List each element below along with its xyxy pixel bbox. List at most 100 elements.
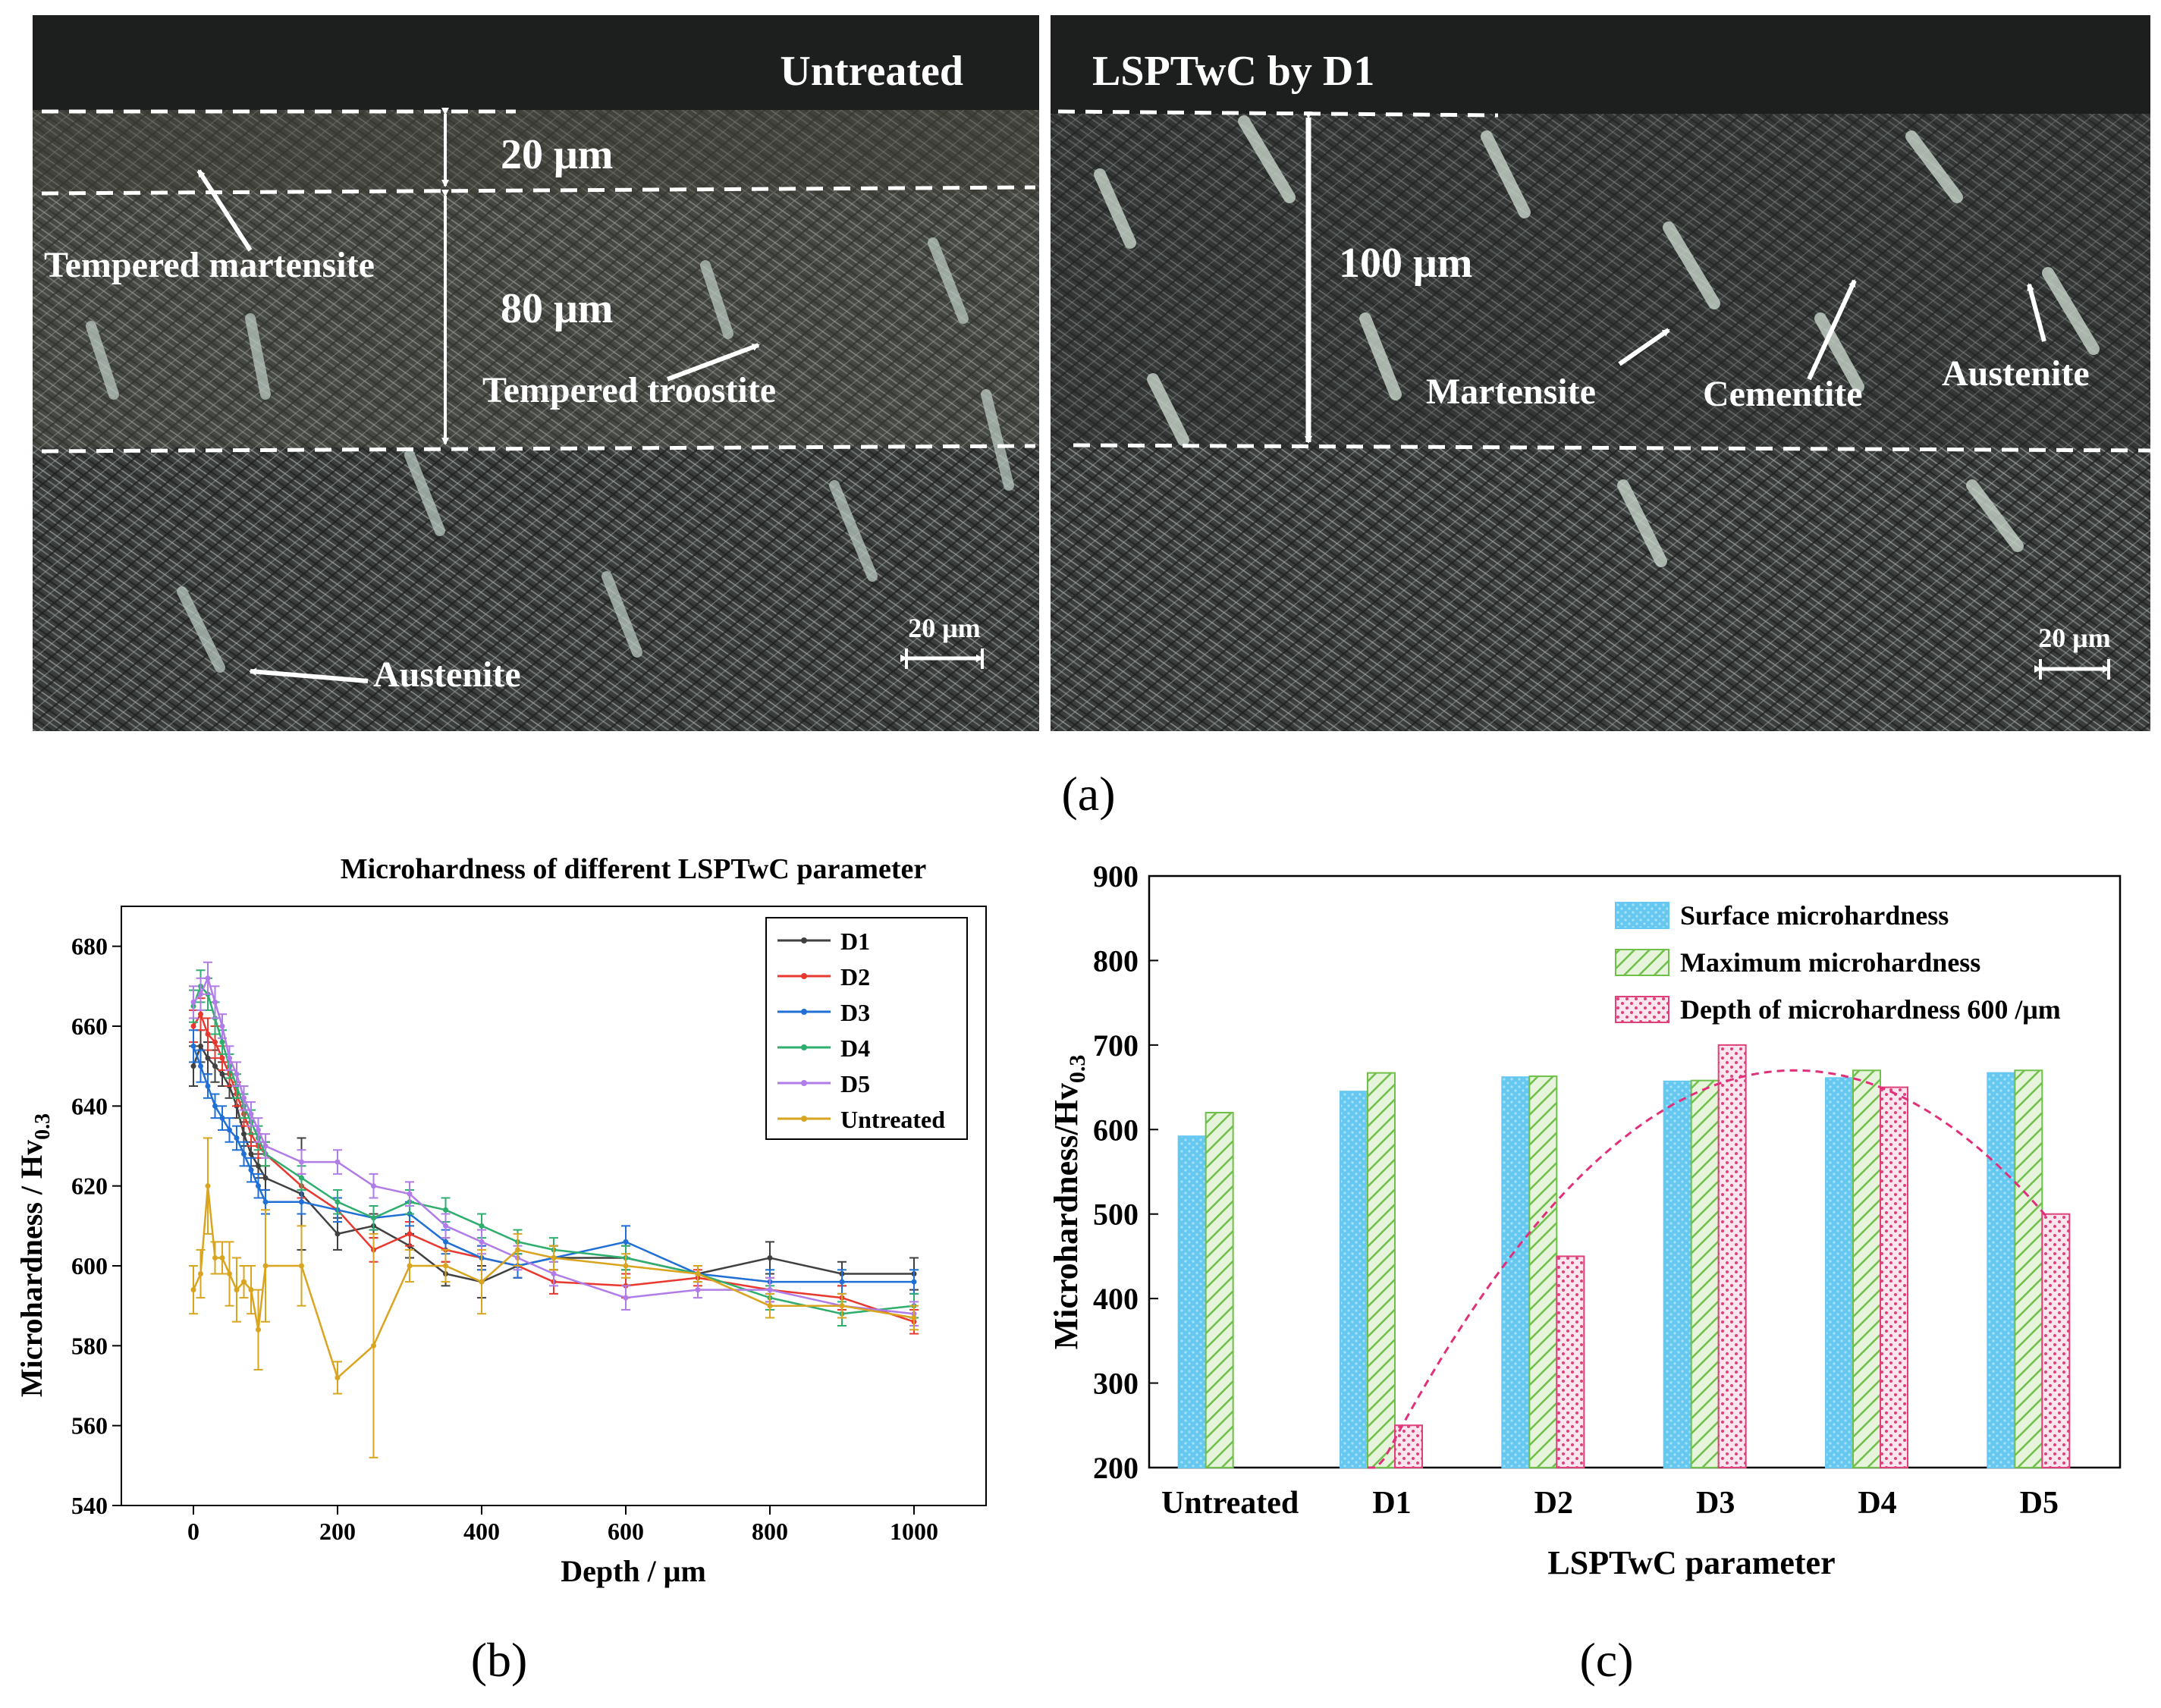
data-point	[219, 1071, 225, 1077]
data-point	[205, 975, 211, 981]
x-tick-label: D1	[1372, 1486, 1411, 1521]
y-tick-label: 200	[1093, 1451, 1139, 1485]
data-point	[839, 1303, 845, 1309]
data-point	[551, 1254, 557, 1261]
data-point	[219, 1023, 225, 1029]
bar-d2-surface	[1501, 1076, 1531, 1468]
panel-b-label: (b)	[471, 1633, 528, 1687]
x-tick-label: D5	[2020, 1486, 2059, 1521]
label-tempered-troostite: Tempered troostite	[482, 370, 776, 410]
y-tick-label: 540	[71, 1492, 108, 1519]
bar-d5-maximum	[2014, 1069, 2043, 1469]
data-point	[695, 1271, 701, 1277]
scale-bar-left: 20 μm	[908, 613, 980, 643]
data-point	[205, 1031, 211, 1038]
data-point	[262, 1199, 269, 1205]
data-point	[227, 1055, 232, 1061]
data-point	[443, 1239, 448, 1245]
data-point	[241, 1151, 247, 1157]
data-point	[335, 1231, 341, 1237]
chart-b-ylabel-main: Microhardness / Hv	[14, 1140, 49, 1397]
data-point	[205, 1055, 211, 1061]
data-point	[227, 1127, 232, 1133]
bar-d1-maximum	[1367, 1072, 1396, 1468]
data-point	[205, 1183, 211, 1189]
data-point	[299, 1175, 304, 1181]
bar-d4-maximum	[1852, 1069, 1881, 1469]
legend-swatch	[1615, 996, 1669, 1023]
data-point	[241, 1279, 247, 1285]
legend-marker	[801, 973, 807, 979]
data-point	[335, 1159, 341, 1165]
chart-b-frame	[121, 906, 987, 1506]
chart-b-ylabel-sub: 0.3	[31, 1113, 55, 1140]
data-point	[190, 1023, 196, 1029]
data-point	[479, 1279, 485, 1285]
data-point	[212, 999, 218, 1005]
data-point	[241, 1095, 247, 1101]
data-point	[299, 1159, 304, 1165]
y-tick-label: 640	[71, 1092, 108, 1119]
data-point	[911, 1279, 917, 1285]
data-point	[407, 1231, 413, 1237]
data-point	[443, 1207, 448, 1213]
micrograph-untreated: Untreated 20 μm 80 μm Tempered martensit…	[33, 15, 1039, 731]
data-point	[371, 1215, 376, 1221]
chart-b-legend: D1 D2 D3 D4 D5 Untreated	[765, 917, 968, 1140]
data-point	[256, 1327, 261, 1333]
data-point	[219, 1039, 225, 1045]
chart-c-axes: 200 300 400 500 600 700 800 900 Untreated D1 D2 D3 D…	[1093, 859, 2122, 1521]
panel-a-label: (a)	[1061, 767, 1115, 821]
label-austenite-left: Austenite	[373, 655, 521, 695]
data-point	[911, 1314, 917, 1320]
bar-d3-maximum	[1690, 1079, 1720, 1468]
chart-c-legend: Surface microhardness Maximum microhardne…	[1615, 900, 2061, 1025]
legend-swatch	[1615, 902, 1669, 929]
bar-d5-depth	[2041, 1213, 2071, 1468]
label-cementite: Cementite	[1703, 374, 1863, 414]
legend-marker	[801, 1080, 807, 1086]
data-point	[234, 1071, 240, 1077]
dim-100um: 100 μm	[1339, 240, 1472, 287]
data-point	[479, 1239, 485, 1245]
y-tick-label: 660	[71, 1013, 108, 1040]
label-tempered-martensite: Tempered martensite	[44, 245, 375, 285]
data-point	[198, 1063, 203, 1069]
data-point	[241, 1131, 247, 1137]
legend-label: D4	[840, 1035, 870, 1062]
bar-d4-depth	[1880, 1086, 1908, 1468]
data-point	[262, 1143, 269, 1149]
y-tick-label: 700	[1093, 1028, 1139, 1063]
x-tick-label: 1000	[890, 1518, 938, 1545]
bar-untreated-maximum	[1205, 1112, 1234, 1468]
data-point	[248, 1151, 254, 1157]
x-tick-label: 200	[319, 1518, 356, 1545]
y-tick-label: 580	[71, 1332, 108, 1359]
x-tick-label: 400	[463, 1518, 500, 1545]
y-tick-label: 300	[1093, 1367, 1139, 1401]
data-point	[190, 1043, 196, 1049]
data-point	[248, 1167, 254, 1173]
chart-b-axes: 0 200 400 600 800 1000 540 560 580 600 620 640 660 68…	[71, 906, 987, 1545]
y-tick-label: 680	[71, 933, 108, 960]
legend-label: Untreated	[840, 1106, 945, 1133]
data-point	[371, 1342, 376, 1349]
data-point	[198, 991, 203, 997]
data-point	[515, 1247, 520, 1253]
series-untreated	[189, 1137, 919, 1458]
data-point	[234, 1287, 240, 1293]
legend-marker	[801, 937, 807, 943]
data-point	[205, 1083, 211, 1089]
data-point	[198, 1043, 203, 1049]
legend-label: D5	[840, 1070, 870, 1097]
data-point	[212, 1063, 218, 1069]
chart-b: Microhardness of different LSPTwC parame…	[14, 853, 987, 1588]
dim-20um: 20 μm	[501, 131, 613, 178]
legend-swatch	[1615, 949, 1669, 976]
data-point	[234, 1135, 240, 1141]
x-tick-label: D4	[1858, 1486, 1896, 1521]
data-point	[443, 1263, 448, 1269]
x-tick-label: 800	[752, 1518, 788, 1545]
panel-c-label: (c)	[1579, 1633, 1633, 1687]
